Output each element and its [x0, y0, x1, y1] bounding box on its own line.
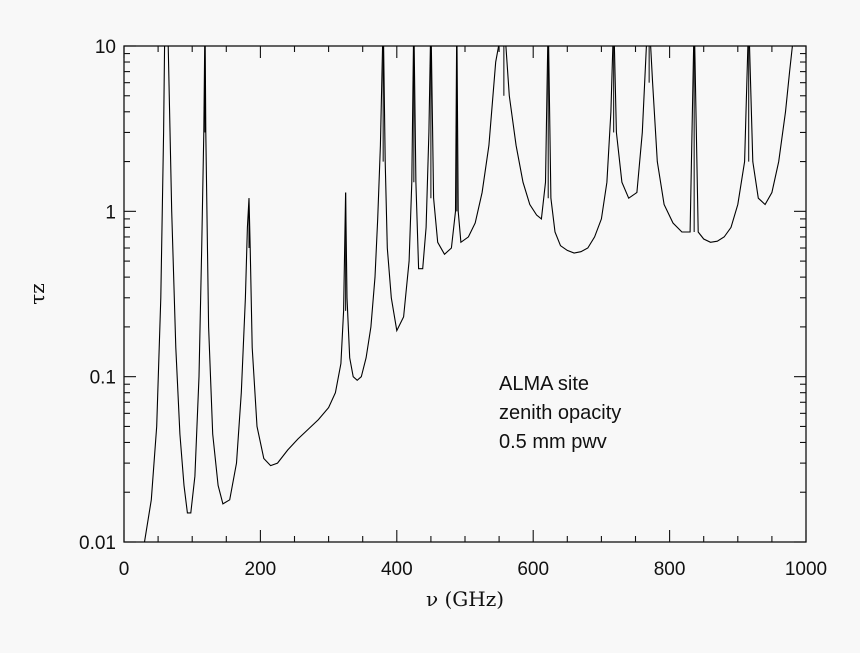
- line-peaks: [204, 46, 750, 311]
- annotation-line-3: 0.5 mm pwv: [499, 431, 607, 453]
- x-tick-label: 0: [119, 559, 130, 580]
- tick-labels: 0 200 400 600 800 1000 0.01 0.1 1 10: [79, 37, 827, 580]
- x-tick-label: 1000: [785, 559, 827, 580]
- y-tick-label: 0.1: [90, 368, 116, 389]
- x-axis-label: ν (GHz): [426, 587, 504, 611]
- y-tick-label: 1: [105, 202, 116, 223]
- series-line: [143, 46, 793, 542]
- y-axis-label: τz: [25, 283, 49, 305]
- annotation-line-1: ALMA site: [499, 373, 589, 395]
- x-tick-label: 600: [517, 559, 549, 580]
- annotation-line-2: zenith opacity: [499, 402, 621, 424]
- x-tick-label: 200: [245, 559, 277, 580]
- axis-ticks: [123, 45, 807, 543]
- plot-frame: [123, 45, 807, 543]
- y-tick-label: 0.01: [79, 533, 116, 554]
- x-tick-label: 800: [654, 559, 686, 580]
- x-tick-label: 400: [381, 559, 413, 580]
- y-tick-label: 10: [95, 37, 116, 58]
